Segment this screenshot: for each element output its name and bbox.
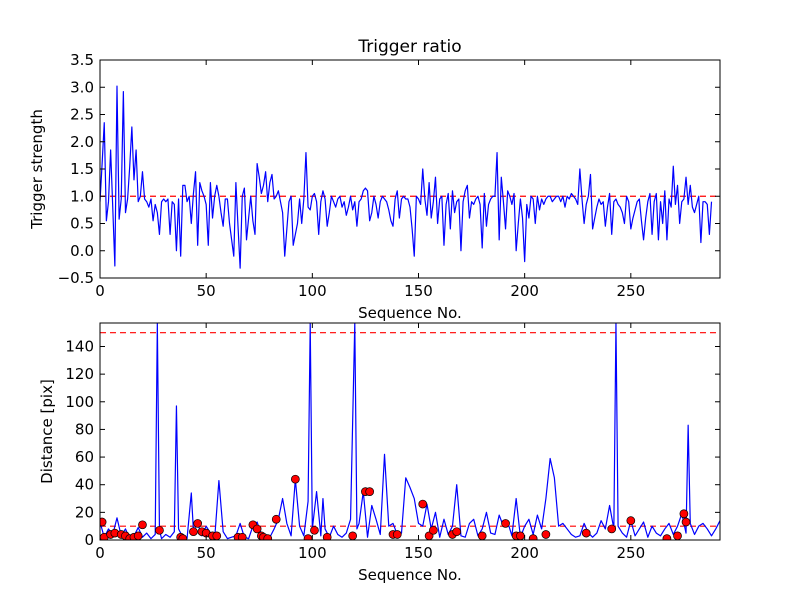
y-tick-label: 1.0 (70, 187, 94, 205)
y-tick-label: 1.5 (70, 160, 94, 178)
y-tick-label: −0.5 (58, 269, 94, 287)
data-point (392, 530, 402, 539)
data-point (528, 534, 538, 540)
data-point (189, 527, 198, 537)
data-point (252, 524, 262, 534)
x-tick-label: 150 (404, 282, 433, 300)
data-point (607, 524, 617, 534)
x-axis-label: Sequence No. (358, 566, 462, 584)
x-tick-label: 0 (95, 544, 105, 562)
y-tick-label: 100 (65, 393, 94, 411)
data-point (673, 531, 682, 540)
y-axis-label: Distance [pix] (38, 379, 56, 484)
data-point (178, 534, 188, 540)
x-tick-label: 250 (617, 282, 646, 300)
data-point (681, 517, 691, 527)
data-point (581, 528, 591, 538)
data-point (679, 509, 689, 519)
plot-frame (99, 59, 721, 279)
data-point (133, 531, 143, 540)
data-point (155, 525, 164, 535)
y-tick-label: 140 (65, 337, 94, 355)
data-point (138, 520, 147, 530)
data-point (626, 516, 636, 525)
x-tick-label: 100 (298, 282, 327, 300)
series-line (100, 323, 720, 540)
y-tick-label: 2.5 (70, 106, 94, 124)
x-axis-label: Sequence No. (358, 304, 462, 322)
data-point (418, 499, 428, 509)
data-point (263, 534, 273, 540)
y-tick-label: 20 (75, 503, 94, 521)
data-point (212, 531, 222, 540)
data-point (237, 532, 247, 540)
data-point (322, 532, 332, 540)
y-tick-label: 3.0 (70, 78, 94, 96)
x-tick-label: 50 (197, 544, 216, 562)
data-point (193, 519, 203, 528)
x-tick-label: 200 (510, 282, 539, 300)
y-tick-label: 0.5 (70, 215, 94, 233)
data-point (303, 534, 313, 540)
x-tick-label: 50 (197, 282, 216, 300)
x-tick-label: 100 (298, 544, 327, 562)
data-point (290, 474, 300, 484)
data-point (452, 527, 462, 537)
y-tick-label: 80 (75, 420, 94, 438)
data-point (541, 530, 551, 539)
data-point (271, 514, 281, 524)
x-tick-label: 200 (510, 544, 539, 562)
y-tick-label: 60 (75, 448, 94, 466)
data-point (477, 531, 487, 540)
data-point (429, 525, 438, 535)
plot-frame (99, 322, 721, 541)
x-tick-label: 150 (404, 544, 433, 562)
y-axis-label: Trigger strength (28, 109, 46, 230)
y-tick-label: 40 (75, 476, 94, 494)
chart-title: Trigger ratio (357, 37, 461, 57)
y-tick-label: 120 (65, 365, 94, 383)
data-point (662, 534, 672, 540)
data-point (310, 525, 319, 535)
x-tick-label: 0 (95, 282, 105, 300)
y-tick-label: 0 (84, 531, 94, 549)
data-point (100, 517, 107, 527)
x-tick-label: 250 (617, 544, 646, 562)
data-point (348, 531, 358, 540)
series-line (100, 85, 713, 269)
data-point (365, 487, 375, 496)
y-tick-label: 3.5 (70, 51, 94, 69)
y-tick-label: 0.0 (70, 242, 94, 260)
y-tick-label: 2.0 (70, 133, 94, 151)
data-point (501, 519, 510, 528)
data-point (516, 531, 525, 540)
